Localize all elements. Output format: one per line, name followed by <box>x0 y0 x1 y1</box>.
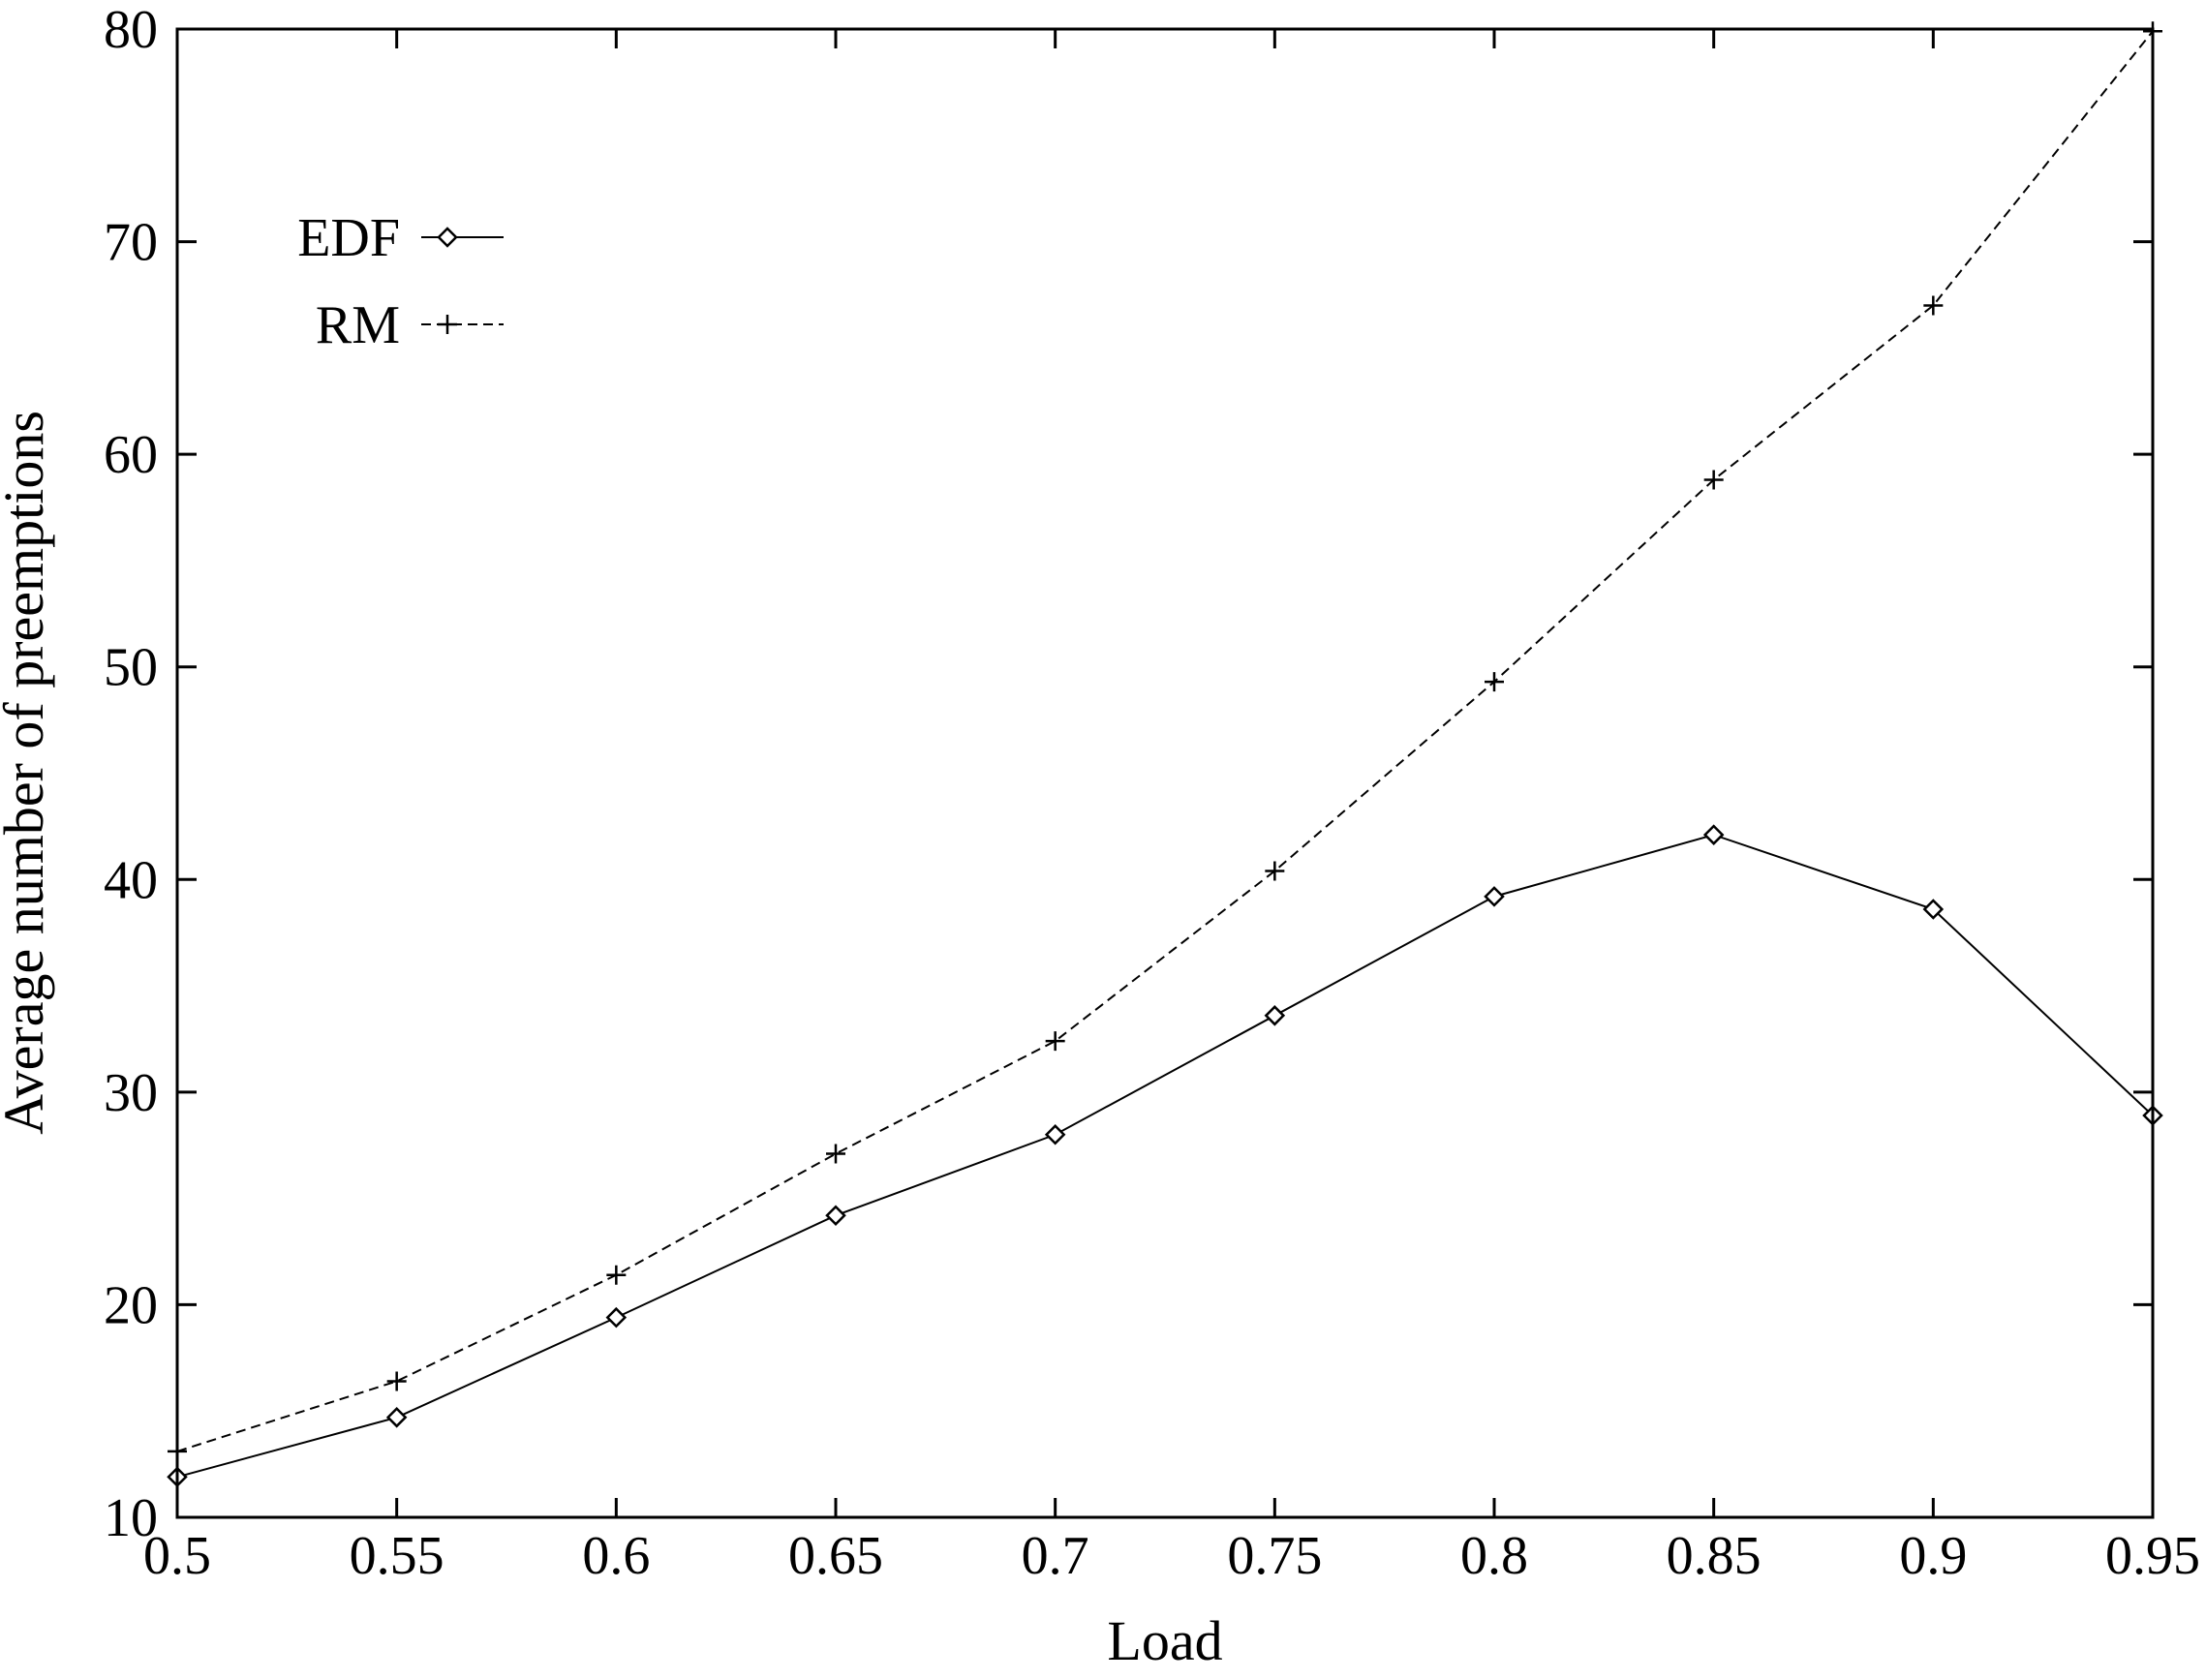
data-point-edf <box>1922 899 1945 920</box>
y-tick-label: 10 <box>104 1488 158 1548</box>
data-point-edf <box>605 1306 628 1329</box>
plot-frame <box>175 27 2155 1519</box>
x-tick-label: 0.5 <box>143 1526 211 1586</box>
data-point-rm <box>1265 861 1285 881</box>
x-tick-label: 0.75 <box>1227 1526 1322 1586</box>
data-point-rm <box>1923 295 1944 316</box>
data-point-rm <box>826 1144 845 1164</box>
x-axis-title: Load <box>1107 1609 1222 1672</box>
data-point-rm <box>1703 470 1724 490</box>
x-tick-label: 0.95 <box>2105 1526 2200 1586</box>
legend-item-edf: EDF <box>297 208 504 268</box>
y-tick-label: 20 <box>104 1275 158 1335</box>
legend-label-rm: RM <box>316 295 400 355</box>
data-point-edf <box>1702 824 1725 845</box>
legend: EDF RM <box>297 208 504 355</box>
y-tick-label: 40 <box>104 850 158 910</box>
x-tick-label: 0.6 <box>582 1526 650 1586</box>
x-tick-label: 0.7 <box>1022 1526 1089 1586</box>
x-tick-label: 0.8 <box>1460 1526 1528 1586</box>
data-point-rm <box>1045 1031 1065 1052</box>
y-tick-label: 60 <box>104 425 158 485</box>
y-tick-label: 70 <box>104 213 158 273</box>
series-line-edf <box>176 834 2154 1479</box>
y-axis-title: Average number of preemptions <box>0 411 55 1135</box>
data-point-edf <box>385 1407 408 1428</box>
data-point-edf <box>1264 1005 1286 1026</box>
x-tick-label: 0.65 <box>788 1526 883 1586</box>
data-point-rm <box>1485 672 1504 692</box>
legend-label-edf: EDF <box>297 208 400 268</box>
x-tick-label: 0.85 <box>1667 1526 1762 1586</box>
series-rm <box>168 21 2162 1461</box>
data-point-rm <box>606 1265 627 1285</box>
y-tick-label: 80 <box>104 0 158 60</box>
data-point-edf <box>1484 886 1505 907</box>
series <box>167 21 2163 1488</box>
x-tick-label: 0.55 <box>350 1526 444 1586</box>
y-tick-label: 50 <box>104 638 158 698</box>
data-point-edf <box>825 1205 846 1226</box>
y-tick-label: 30 <box>104 1063 158 1123</box>
legend-item-rm: RM <box>316 295 504 355</box>
ticks: 0.5 0.55 0.6 0.65 0.7 0.75 0.8 0.85 0.9 0.95 10 20 3… <box>104 0 2200 1586</box>
data-point-edf <box>1044 1124 1066 1145</box>
series-edf <box>167 824 2163 1488</box>
legend-marker-edf <box>437 227 458 248</box>
legend-marker-rm <box>438 315 457 334</box>
x-tick-label: 0.9 <box>1899 1526 1967 1586</box>
data-point-rm <box>386 1371 407 1391</box>
